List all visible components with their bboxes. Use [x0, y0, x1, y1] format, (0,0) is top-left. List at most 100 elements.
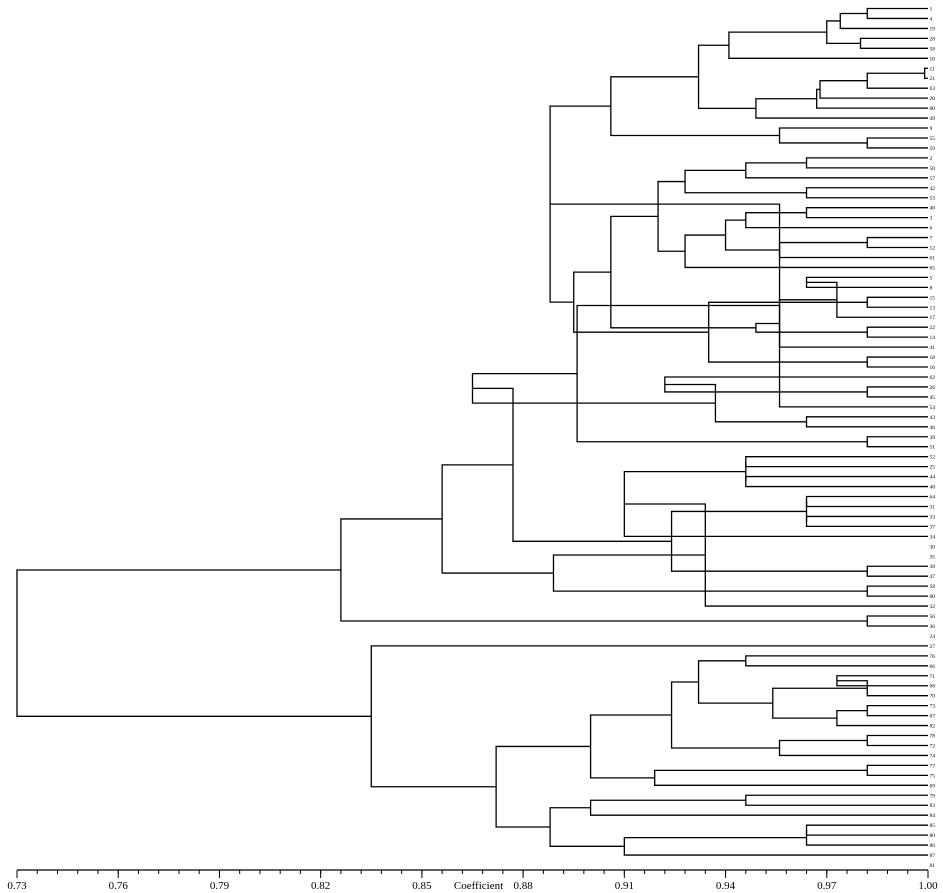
leaf-label: 77 [930, 763, 936, 769]
dendrogram-link [728, 31, 928, 59]
leaf-label: 63 [930, 86, 936, 92]
leaf-label: 65 [930, 265, 936, 271]
leaf-label: 9 [930, 126, 933, 132]
leaf-label: 21 [930, 76, 936, 82]
leaf-label: 10 [930, 56, 936, 62]
leaf-label: 74 [930, 753, 936, 759]
leaf-label: 24 [930, 634, 936, 640]
x-axis-ticks: 0.73 0.76 0.79 0.82 0.85 0.88 0.91 0.94 0.97 1.00 [7, 870, 938, 892]
leaf-label: 61 [930, 255, 936, 261]
leaf-label: 12 [930, 246, 936, 252]
leaf-label: 33 [930, 514, 936, 520]
dendrogram-link [755, 322, 868, 333]
dendrogram-link [805, 824, 928, 836]
leaf-label: 51 [930, 445, 936, 451]
leaf-label: 14 [930, 335, 936, 341]
leaf-label: 85 [930, 823, 936, 829]
leaf-label: 43 [930, 415, 936, 421]
dendrogram-link [697, 660, 773, 704]
leaf-label: 58 [930, 46, 936, 52]
leaf-label: 13 [930, 305, 936, 311]
dendrogram-link [836, 680, 928, 697]
dendrogram-link [839, 12, 928, 30]
dendrogram-link [819, 80, 928, 99]
leaf-label: 17 [930, 315, 936, 321]
dendrogram-link [805, 207, 928, 219]
x-tick-label: 0.79 [210, 880, 230, 892]
dendrogram-link [610, 76, 780, 137]
leaf-label: 3 [930, 216, 933, 222]
leaf-label: 76 [930, 654, 936, 660]
dendrogram-branches [16, 7, 928, 856]
leaf-label: 40 [930, 206, 936, 212]
dendrogram-link [623, 470, 928, 537]
leaf-label: 70 [930, 694, 936, 700]
dendrogram-link [684, 234, 928, 269]
dendrogram-link [826, 20, 861, 45]
leaf-label: 56 [930, 614, 936, 620]
leaf-label: 50 [930, 166, 936, 172]
leaf-label: 66 [930, 664, 936, 670]
leaf-label: 84 [930, 813, 936, 819]
x-tick-label: 0.97 [817, 880, 837, 892]
leaf-label: 30 [930, 544, 936, 550]
leaf-label: 45 [930, 395, 936, 401]
leaf-label: 48 [930, 485, 936, 491]
leaf-label: 41 [930, 345, 936, 351]
leaf-label: 6 [930, 226, 933, 232]
dendrogram-link [866, 565, 928, 577]
x-tick-label: 0.94 [716, 880, 736, 892]
leaf-label: 11 [930, 66, 936, 72]
leaf-label: 5 [930, 275, 933, 281]
leaf-label: 68 [930, 684, 936, 690]
leaf-label: 79 [930, 793, 936, 799]
dendrogram-link [866, 764, 928, 777]
leaf-label: 44 [930, 475, 936, 481]
x-axis-title: Coefficient [454, 880, 503, 892]
leaf-label: 54 [930, 405, 936, 411]
dendrogram-link [745, 794, 928, 806]
leaf-label: 64 [930, 495, 936, 501]
dendrogram-link [697, 44, 756, 110]
dendrogram-link [589, 799, 928, 816]
leaf-label: 27 [930, 644, 936, 650]
leaf-label: 52 [930, 455, 936, 461]
leaf-label: 69 [930, 783, 936, 789]
dendrogram-link [866, 326, 928, 338]
leaf-label: 86 [930, 843, 936, 849]
dendrogram-link [923, 67, 928, 79]
x-tick-label: 1.00 [918, 880, 938, 892]
dendrogram-link [866, 615, 928, 627]
dendrogram-link [670, 510, 868, 572]
x-tick-label: 0.88 [513, 880, 533, 892]
dendrogram-link [859, 37, 928, 49]
leaf-label: 32 [930, 604, 936, 610]
dendrogram-link [778, 127, 928, 144]
x-tick-label: 0.85 [412, 880, 432, 892]
leaf-label: 49 [930, 116, 936, 122]
leaf-label: 83 [930, 803, 936, 809]
dendrogram-link [745, 475, 928, 488]
leaf-label: 47 [930, 574, 936, 580]
dendrogram-link [724, 219, 780, 251]
dendrogram-link [866, 436, 928, 448]
x-tick-label: 0.82 [311, 880, 330, 892]
dendrogram-link [805, 157, 928, 169]
dendrogram-link [866, 386, 928, 398]
x-tick-label: 0.91 [615, 880, 634, 892]
leaf-label: 75 [930, 773, 936, 779]
leaf-label: 67 [930, 714, 936, 720]
dendrogram-link [816, 88, 928, 109]
leaf-label: 26 [930, 385, 936, 391]
leaf-label: 34 [930, 534, 936, 540]
dendrogram-link [495, 745, 591, 828]
dendrogram-link [772, 687, 868, 719]
leaf-label: 81 [930, 863, 936, 869]
dendrogram-link [866, 7, 928, 20]
leaf-label: 1 [930, 7, 933, 13]
dendrogram-link [805, 515, 928, 528]
leaf-label: 46 [930, 425, 936, 431]
leaf-label: 22 [930, 325, 936, 331]
dendrogram-link [836, 709, 928, 727]
